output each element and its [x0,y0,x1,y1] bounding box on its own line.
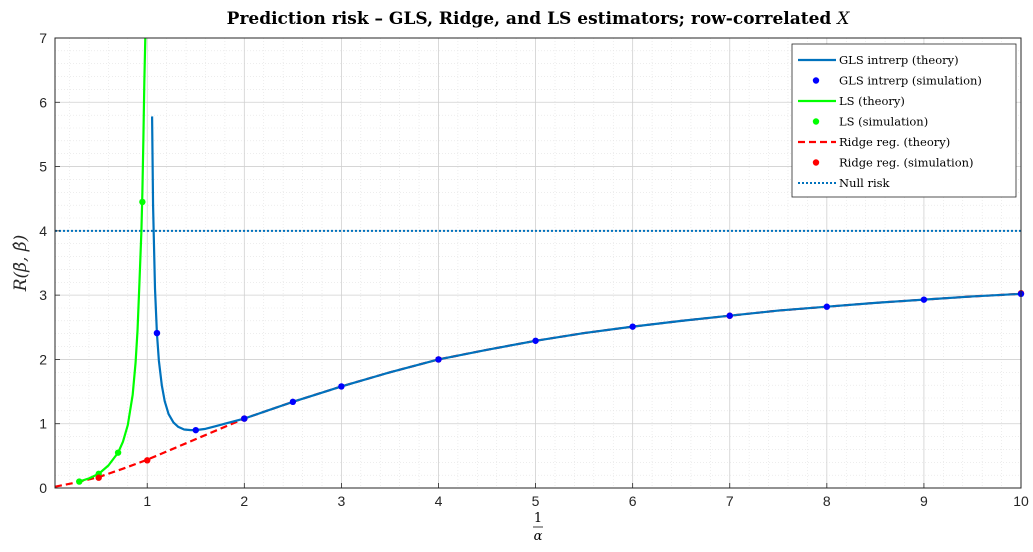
data-point [629,323,636,330]
x-axis-label-numerator: 1 [534,511,542,526]
series-line-gls-intrerp-theory [150,116,1021,432]
data-point [241,415,248,422]
plot-frame [54,37,1022,489]
data-point [338,383,345,390]
series-line-ls-theory [78,38,147,483]
data-point [823,303,831,310]
legend-item-gls-intrerp-simulation: GLS intrerp (simulation) [812,74,982,88]
x-tick-label: 3 [338,493,346,509]
legend-label: GLS intrerp (simulation) [839,74,982,88]
data-point [289,398,297,406]
x-axis-label: 1 α [533,511,543,544]
legend-box [791,43,1017,198]
y-tick-label: 2 [39,351,47,367]
legend-label: Ridge reg. (simulation) [839,156,974,170]
x-tick-label: 1 [143,493,151,509]
data-point [435,356,442,363]
data-point [920,296,928,303]
x-tick-label: 5 [532,493,540,509]
legend-label: Ridge reg. (theory) [839,135,950,149]
x-tick-label: 8 [823,493,831,509]
x-tick-label: 9 [920,493,928,509]
x-tick-label: 2 [240,493,248,509]
x-tick-label: 4 [435,493,443,509]
legend-item-gls-intrerp-theory: GLS intrerp (theory) [798,53,959,67]
series-layer [55,38,1025,488]
data-point [139,198,146,206]
y-tick-label: 0 [39,480,47,496]
chart-title: Prediction risk – GLS, Ridge, and LS est… [227,9,851,29]
series-ls-simulation [76,198,146,485]
y-tick-label: 6 [39,94,47,110]
y-tick-label: 5 [39,159,47,175]
series-gls-intrerp-simulation [153,290,1025,434]
legend-item-ls-theory: LS (theory) [798,94,905,108]
x-axis-label-denominator: α [534,529,543,544]
y-tick-label: 1 [39,416,47,432]
data-point [95,474,102,481]
y-tick-label: 7 [39,30,47,46]
legend: GLS intrerp (theory) GLS intrerp (simulat… [791,43,1017,198]
y-tick-label: 4 [39,223,47,239]
legend-item-ridge-reg-simulation: Ridge reg. (simulation) [812,156,974,170]
y-axis-label: R(β̄, β̂) [11,235,31,293]
data-point [532,337,539,344]
legend-item-ls-simulation: LS (simulation) [812,115,928,129]
legend-swatch [812,118,820,125]
data-point [153,329,161,337]
legend-swatch [812,77,820,84]
data-point [114,449,122,456]
data-point [192,426,199,434]
legend-item-null-risk: Null risk [798,176,891,190]
legend-item-ridge-reg-theory: Ridge reg. (theory) [798,135,950,149]
data-point [726,312,733,319]
legend-label: GLS intrerp (theory) [839,53,959,67]
legend-label: LS (simulation) [839,115,928,129]
legend-label: Null risk [839,176,891,190]
x-tick-label: 6 [629,493,637,509]
x-tick-label: 7 [726,493,734,509]
data-point [76,478,83,485]
legend-swatch [812,159,820,166]
legend-label: LS (theory) [839,94,905,108]
y-tick-label: 3 [39,287,47,303]
data-point [144,457,151,464]
tick-layer: 1 2 3 4 5 6 7 8 9 10 0 1 2 3 4 5 6 7 [39,30,1029,509]
x-tick-label: 10 [1013,493,1029,509]
